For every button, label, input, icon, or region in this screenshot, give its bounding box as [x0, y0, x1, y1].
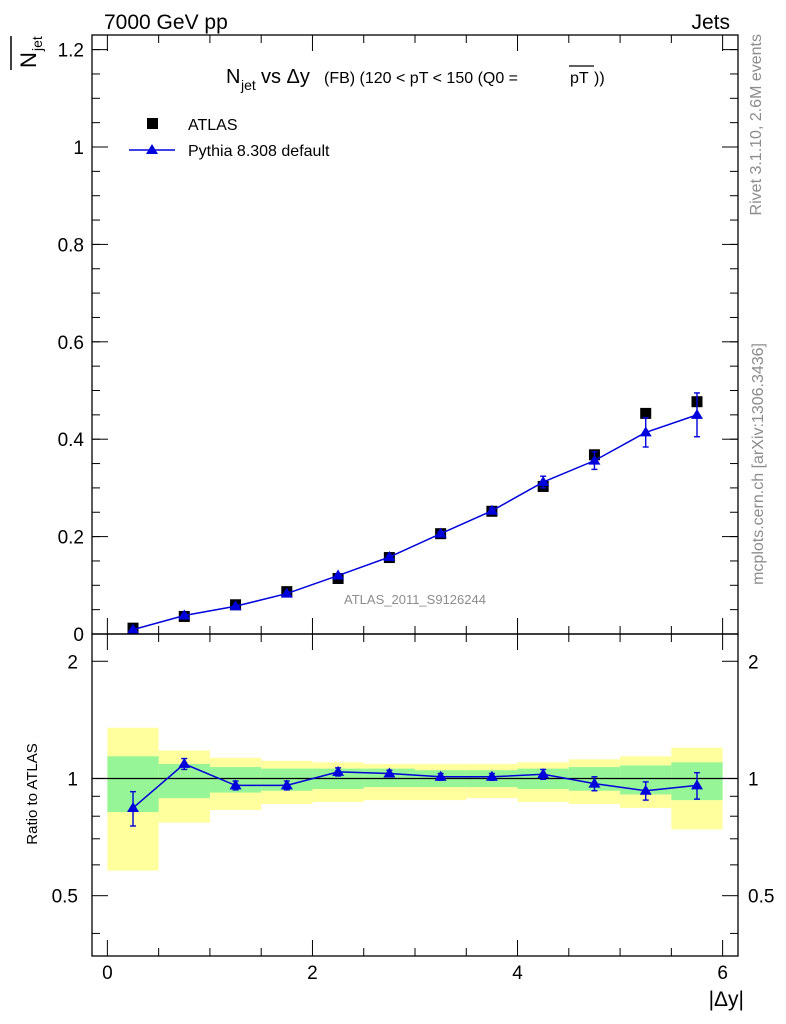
y-tick-label: 0 [73, 625, 84, 646]
pythia-point [690, 408, 703, 419]
y-tick-label: 0.4 [58, 430, 85, 451]
title-rest: vs Δy [261, 66, 310, 88]
atlas-point [640, 407, 652, 419]
ratio-point [434, 770, 447, 781]
y-axis-label: N jet [10, 36, 45, 70]
axes: 0 0.2 0.4 0.6 0.8 1 1.2 0 2 4 6 0.5 0.5 1 1 2 2 [52, 34, 774, 984]
ratio-tick-label-left: 2 [67, 652, 78, 673]
pythia-point [229, 600, 242, 611]
data-marks [127, 392, 703, 827]
y-tick-label: 1.2 [58, 41, 84, 62]
ratio-point [485, 770, 498, 781]
ratio-point [690, 779, 703, 790]
y-tick-label: 1 [73, 138, 84, 159]
ratio-point [383, 767, 396, 778]
y-tick-label: 0.2 [58, 528, 84, 549]
ratio-point [178, 757, 191, 768]
pythia-point [280, 587, 293, 598]
ratio-tick-label-right: 0.5 [748, 887, 774, 908]
pythia-point [178, 609, 191, 620]
legend-atlas-label: ATLAS [188, 117, 238, 134]
pythia-point [639, 426, 652, 437]
x-tick-label: 6 [717, 963, 728, 984]
ratio-bands [92, 727, 738, 871]
pythia-point [434, 527, 447, 538]
header-category: Jets [691, 11, 730, 34]
y-tick-label: 0.8 [58, 235, 84, 256]
x-axis-label: |Δy| [709, 988, 744, 1011]
ratio-line [132, 763, 698, 809]
ratio-point [332, 765, 345, 776]
pythia-point [332, 569, 345, 580]
x-tick-label: 2 [307, 963, 318, 984]
x-tick-label: 0 [102, 963, 113, 984]
rivet-label: Rivet 3.1.10, 2.6M events [748, 34, 765, 215]
y-axis-label-sub: jet [29, 36, 45, 52]
ratio-point [537, 768, 550, 779]
ratio-tick-label-left: 0.5 [52, 887, 78, 908]
ratio-tick-label-left: 1 [67, 769, 78, 790]
ratio-point [588, 777, 601, 788]
title-detail: (FB) (120 < pT < 150 (Q0 = [324, 70, 518, 87]
title-main: N [226, 66, 240, 88]
x-tick-label: 4 [512, 963, 523, 984]
title-sub: jet [240, 77, 256, 93]
y-tick-label: 0.6 [58, 333, 84, 354]
chart-title: N jet vs Δy (FB) (120 < pT < 150 (Q0 = p… [226, 65, 605, 93]
legend-atlas-marker [147, 118, 158, 129]
title-close: )) [594, 70, 605, 87]
legend: ATLAS Pythia 8.308 default [129, 117, 330, 160]
pythia-point [383, 551, 396, 562]
analysis-watermark: ATLAS_2011_S9126244 [344, 592, 486, 607]
pythia-line [132, 414, 698, 631]
pythia-point [127, 623, 140, 634]
legend-pythia-marker [146, 144, 158, 154]
pythia-point [485, 504, 498, 515]
pythia-point [588, 454, 601, 465]
ratio-point [127, 801, 140, 812]
ratio-point [639, 784, 652, 795]
header-energy: 7000 GeV pp [104, 11, 228, 34]
ratio-point [280, 779, 293, 790]
mcplots-label: mcplots.cern.ch [arXiv:1306.3436] [750, 343, 767, 585]
legend-pythia-label: Pythia 8.308 default [188, 143, 330, 160]
ratio-tick-label-right: 1 [748, 769, 759, 790]
ratio-tick-label-right: 2 [748, 652, 759, 673]
y-axis-label-main: N [16, 52, 41, 68]
ratio-point [229, 779, 242, 790]
title-pt-bar: pT [570, 70, 589, 87]
pythia-point [537, 476, 550, 487]
ratio-y-axis-label: Ratio to ATLAS [24, 743, 41, 844]
